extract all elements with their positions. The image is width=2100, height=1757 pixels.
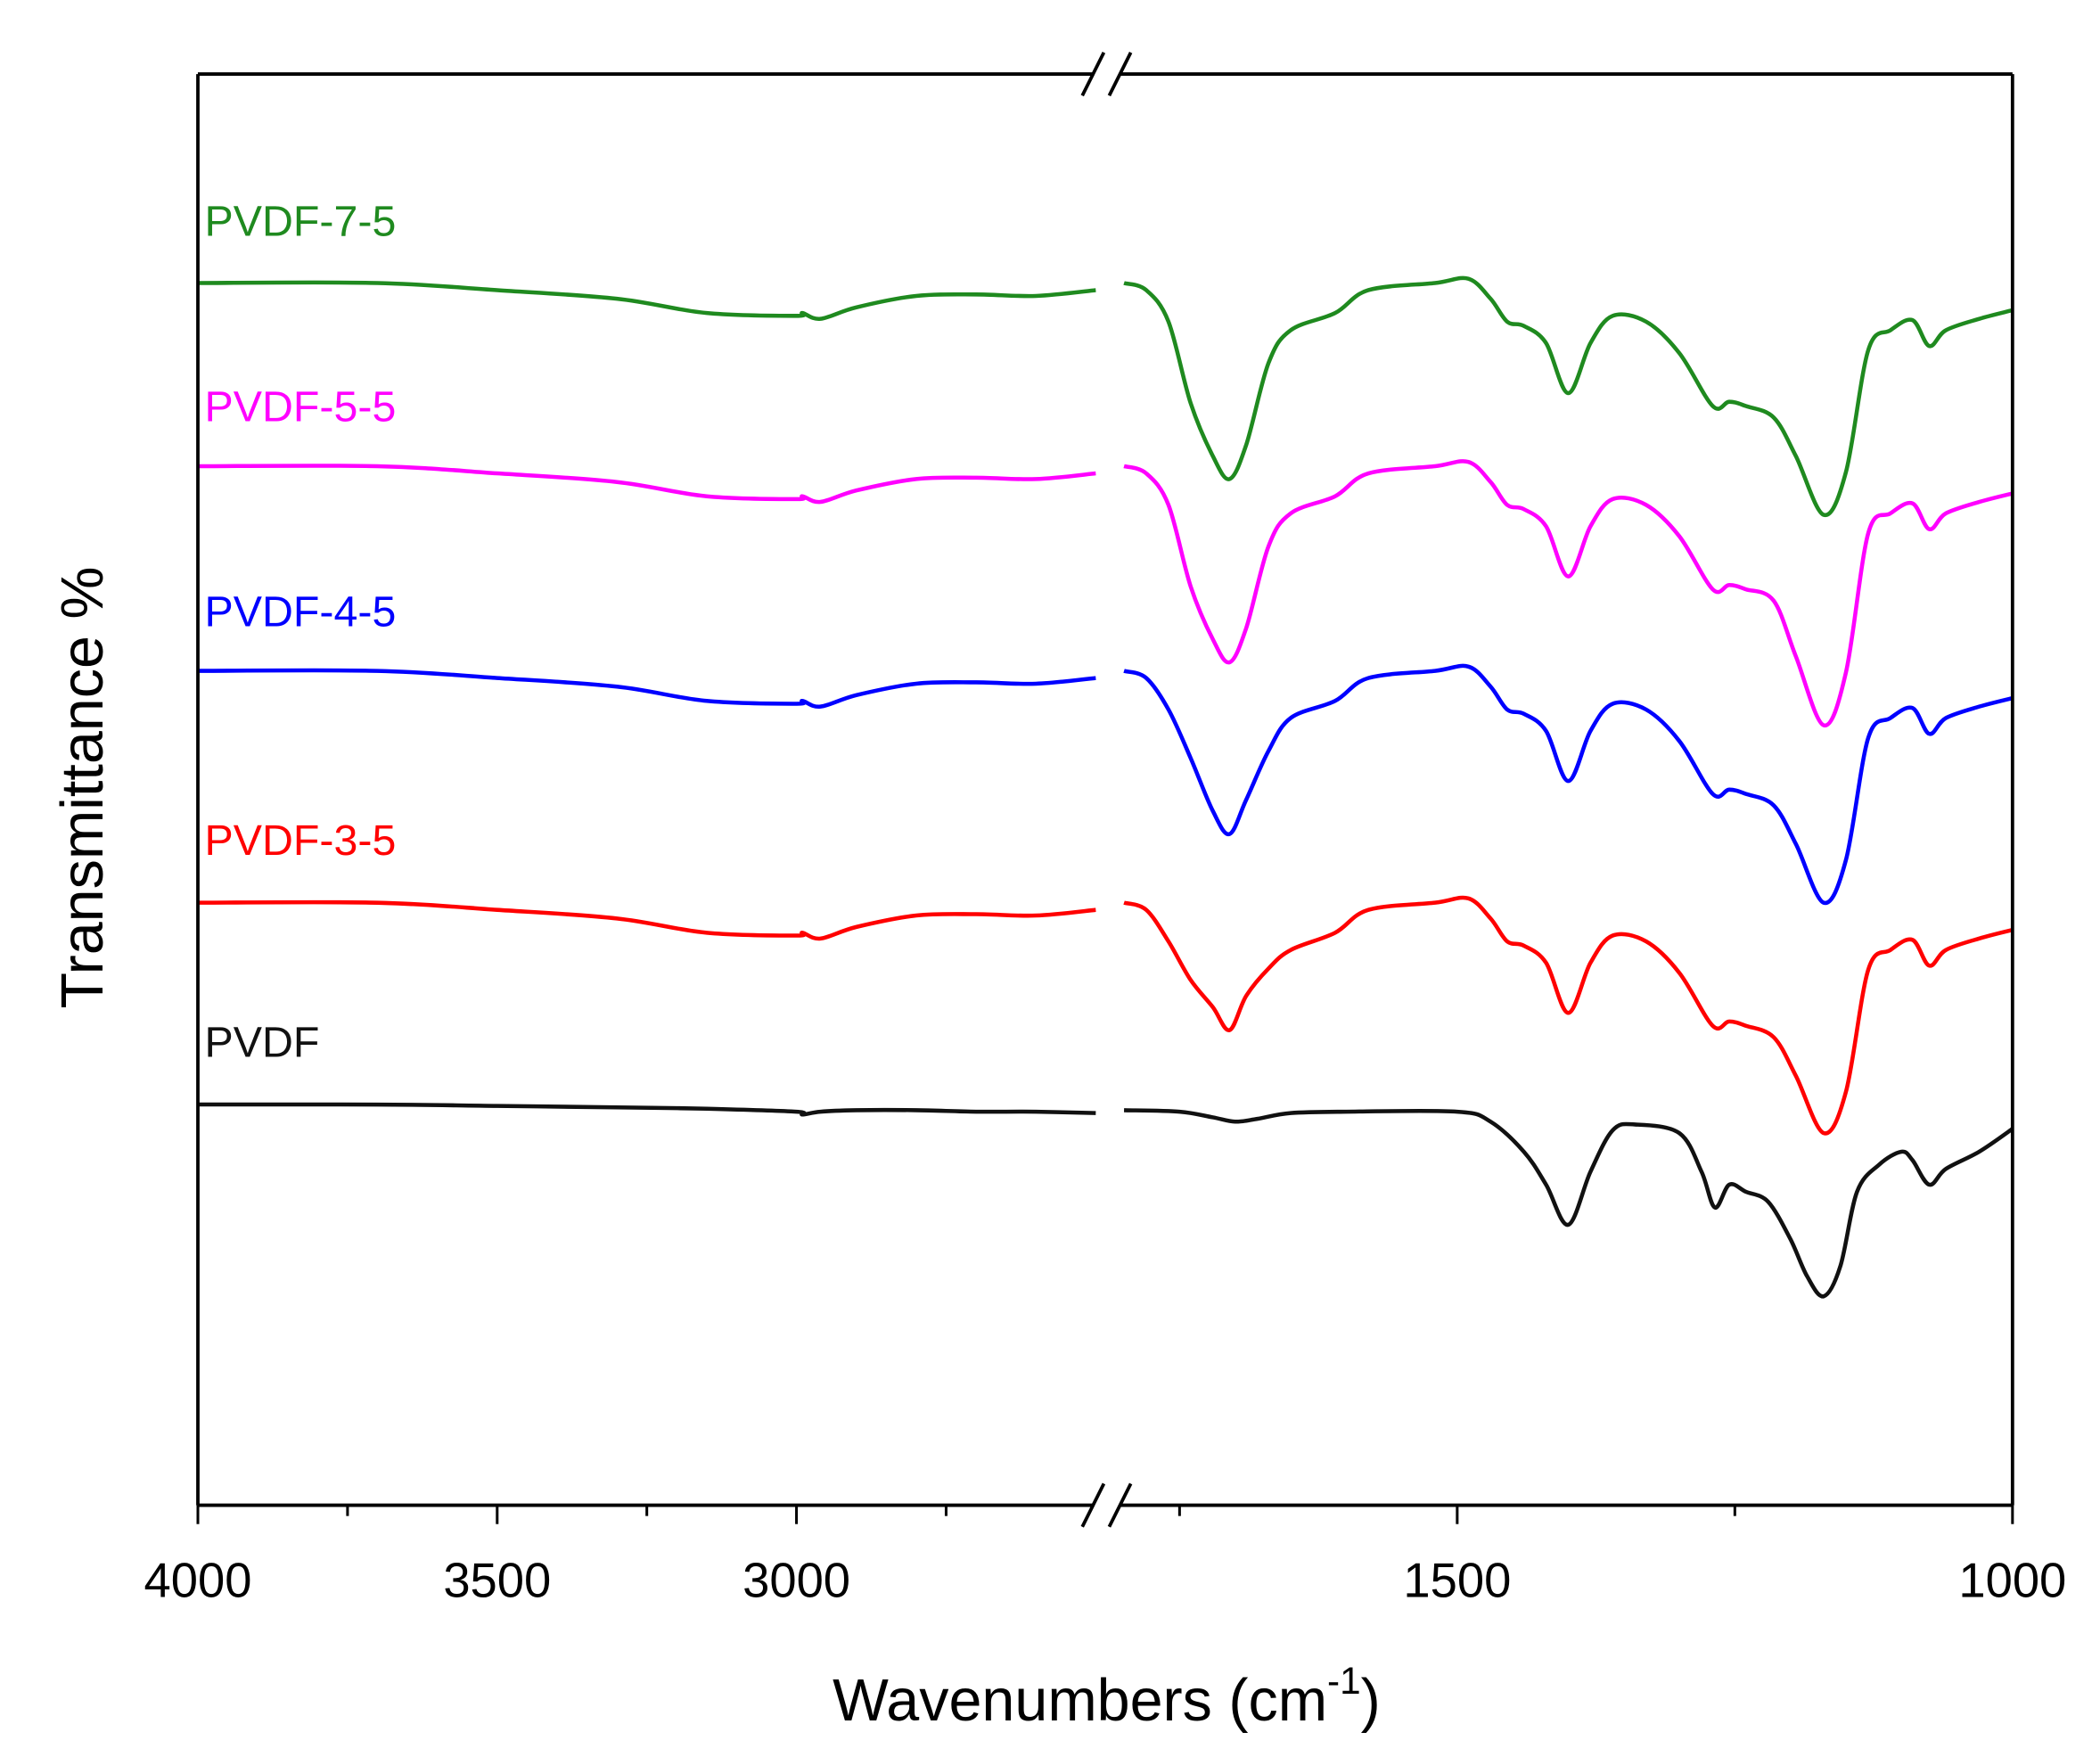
series-label-pvdf-4-5: PVDF-4-5 bbox=[205, 587, 397, 636]
x-tick-label: 4000 bbox=[144, 1553, 252, 1607]
x-tick-label: 3000 bbox=[742, 1553, 850, 1607]
axis-break-mark-bottom-1 bbox=[1080, 1482, 1106, 1528]
series-label-pvdf: PVDF bbox=[205, 1019, 320, 1067]
x-axis-title-end: ) bbox=[1361, 1668, 1381, 1734]
series-label-pvdf-3-5: PVDF-3-5 bbox=[205, 817, 397, 865]
x-tick-label: 3500 bbox=[443, 1553, 551, 1607]
series-line-pvdf-3-5-right bbox=[1123, 895, 2014, 1136]
series-line-pvdf-3-5-left bbox=[198, 899, 1096, 941]
series-line-pvdf-right bbox=[1124, 1108, 2014, 1299]
series-line-pvdf-4-5-right bbox=[1123, 663, 2014, 905]
x-axis-title: Wavenumbers (cm-1) bbox=[833, 1660, 1381, 1734]
series-line-pvdf-7-5-left bbox=[198, 280, 1096, 321]
x-axis-title-sup: -1 bbox=[1327, 1660, 1361, 1702]
x-axis-title-main: Wavenumbers (cm bbox=[833, 1668, 1327, 1734]
series-labels: PVDF-7-5 PVDF-5-5 PVDF-4-5 PVDF-3-5 PVDF bbox=[205, 197, 397, 1066]
series-line-pvdf-7-5-right bbox=[1123, 275, 2014, 517]
axis-break-mark-top-1 bbox=[1080, 52, 1106, 97]
series-label-pvdf-5-5: PVDF-5-5 bbox=[205, 383, 397, 431]
axes-group: 4000 3500 3000 1500 1000 bbox=[144, 52, 2066, 1607]
x-tick-label: 1500 bbox=[1403, 1553, 1511, 1607]
series-group bbox=[198, 275, 2014, 1299]
axis-break-mark-top-2 bbox=[1107, 52, 1133, 97]
x-tick-label: 1000 bbox=[1958, 1553, 2066, 1607]
series-line-pvdf-5-5-right bbox=[1123, 459, 2014, 727]
series-line-pvdf-5-5-left bbox=[198, 464, 1096, 505]
y-axis-title: Transmittance % bbox=[50, 567, 116, 1009]
series-line-pvdf-left bbox=[198, 1102, 1096, 1117]
axis-break-mark-bottom-2 bbox=[1107, 1482, 1133, 1528]
series-label-pvdf-7-5: PVDF-7-5 bbox=[205, 197, 397, 245]
series-line-pvdf-4-5-left bbox=[198, 668, 1096, 709]
